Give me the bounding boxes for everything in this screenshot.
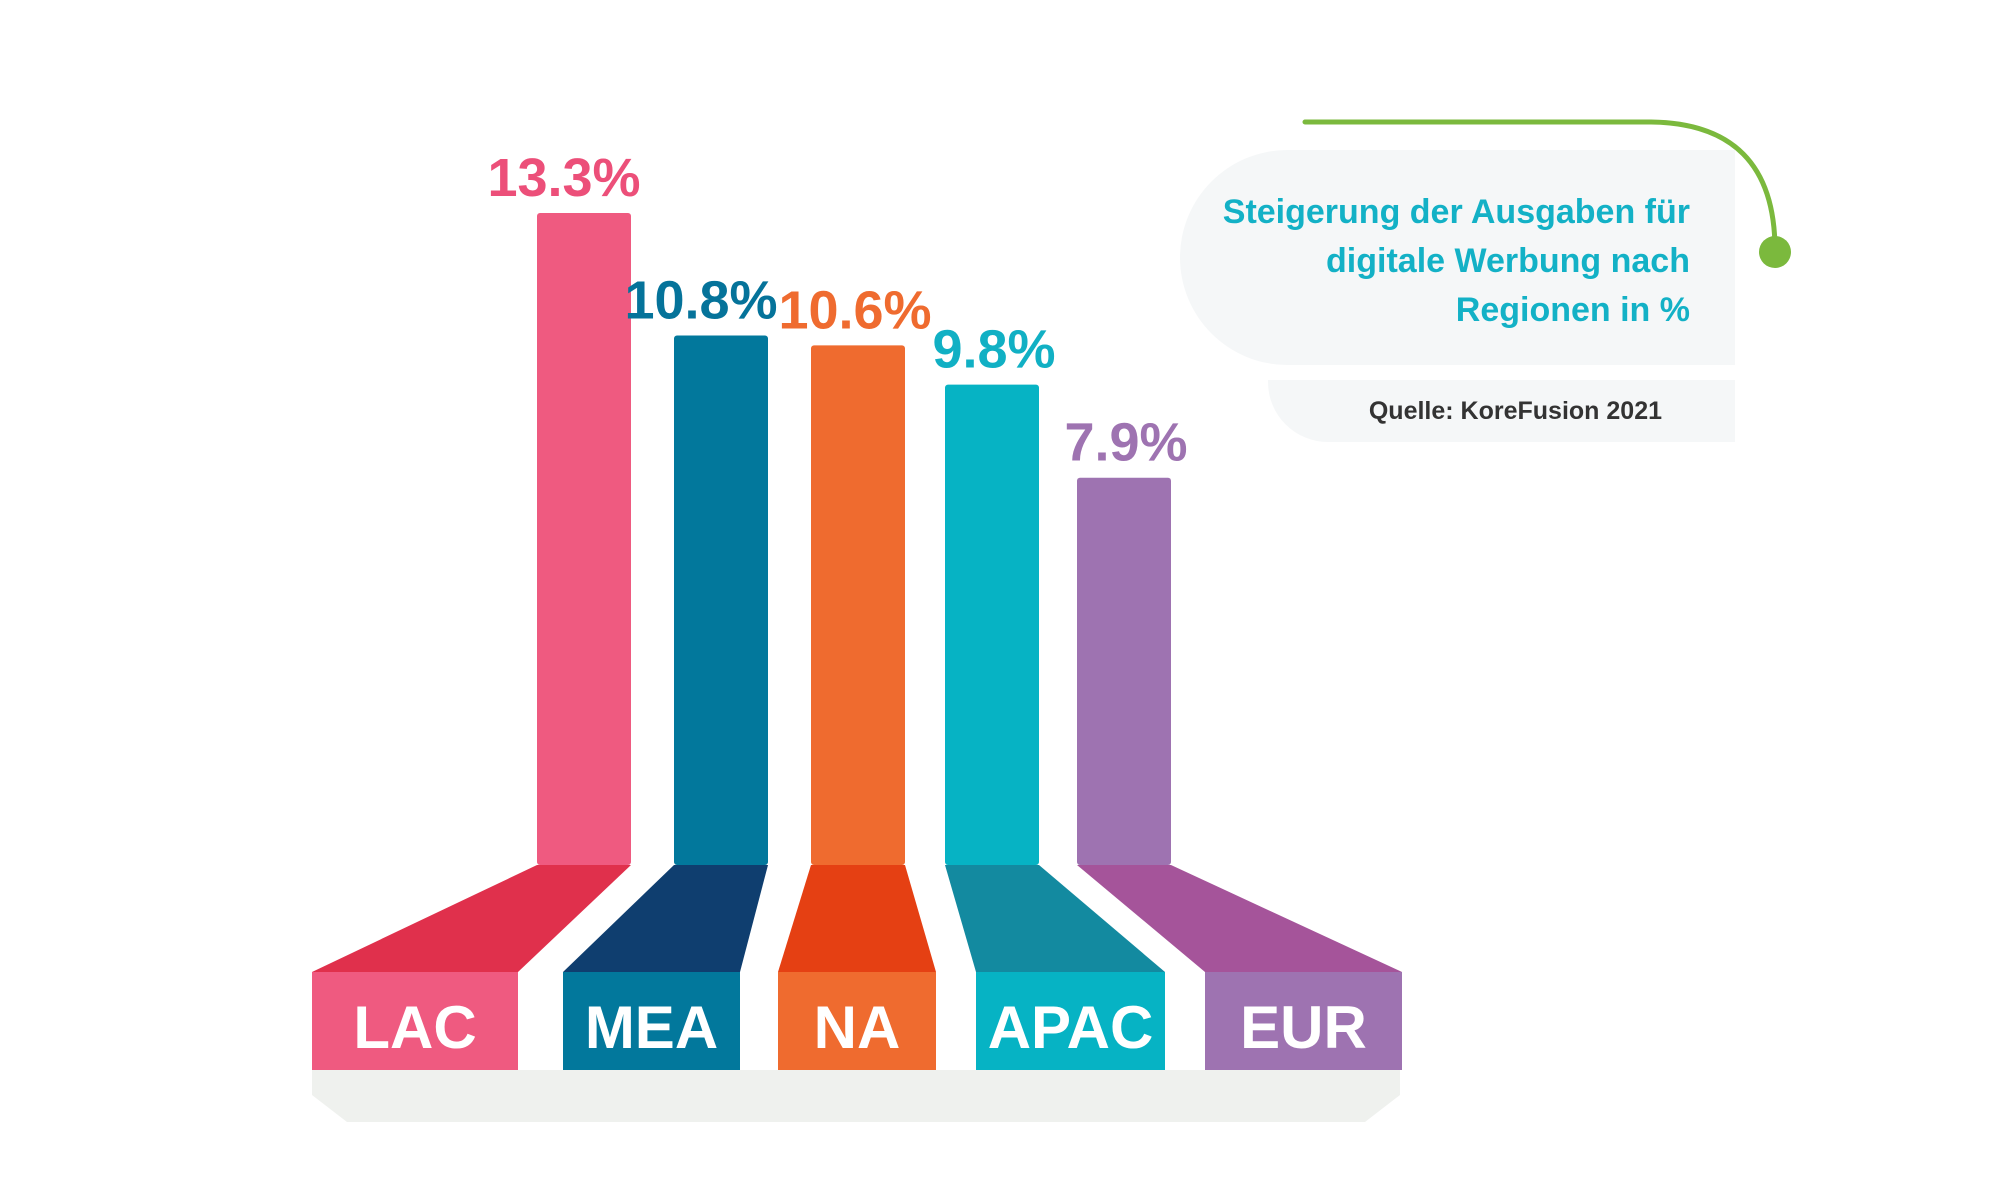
category-box-eur [1205,972,1402,1070]
category-label-lac: LAC [353,994,476,1061]
bar-group-lac: LAC 13.3% [312,148,641,1070]
bar-ramp-mea [563,865,768,972]
bar-eur [1077,477,1171,865]
source-label: Quelle: KoreFusion 2021 [1368,397,1662,425]
bar-ramp-lac [312,865,631,972]
category-label-na: NA [814,994,901,1061]
value-label-lac: 13.3% [487,148,640,208]
bar-apac [945,384,1039,865]
bar-ramp-na [778,865,936,972]
title-connector-line [1302,119,1791,268]
value-label-mea: 10.8% [624,271,777,331]
bar-lac [537,213,631,865]
category-box-na [778,972,936,1070]
connector-curve [1302,119,1778,253]
category-label-eur: EUR [1240,994,1367,1061]
bar-ramp-apac [945,865,1165,972]
chart-floor [312,1070,1400,1122]
bar-group-mea: MEA 10.8% [563,271,778,1070]
category-box-apac [976,972,1165,1070]
connector-dot [1759,236,1791,268]
chart-title-card: Steigerung der Ausgaben für digitale Wer… [1180,150,1735,365]
bar-group-apac: APAC 9.8% [932,320,1165,1070]
bar-group-eur: EUR 7.9% [1064,413,1402,1070]
chart-title: Steigerung der Ausgaben für digitale Wer… [1222,193,1690,329]
bar-na [811,345,905,865]
value-label-na: 10.6% [778,280,931,340]
bar-ramp-eur [1077,865,1402,972]
value-label-eur: 7.9% [1064,413,1187,473]
bars-layer: LAC 13.3% MEA 10.8% NA 10.6% APAC 9.8% EUR 7.9% [312,148,1402,1070]
category-box-mea [563,972,740,1070]
category-box-lac [312,972,518,1070]
category-label-mea: MEA [585,994,718,1061]
bar-mea [674,335,768,865]
category-label-apac: APAC [988,994,1154,1061]
source-card: Quelle: KoreFusion 2021 [1268,380,1735,442]
value-label-apac: 9.8% [932,320,1055,380]
bar-group-na: NA 10.6% [778,280,936,1070]
